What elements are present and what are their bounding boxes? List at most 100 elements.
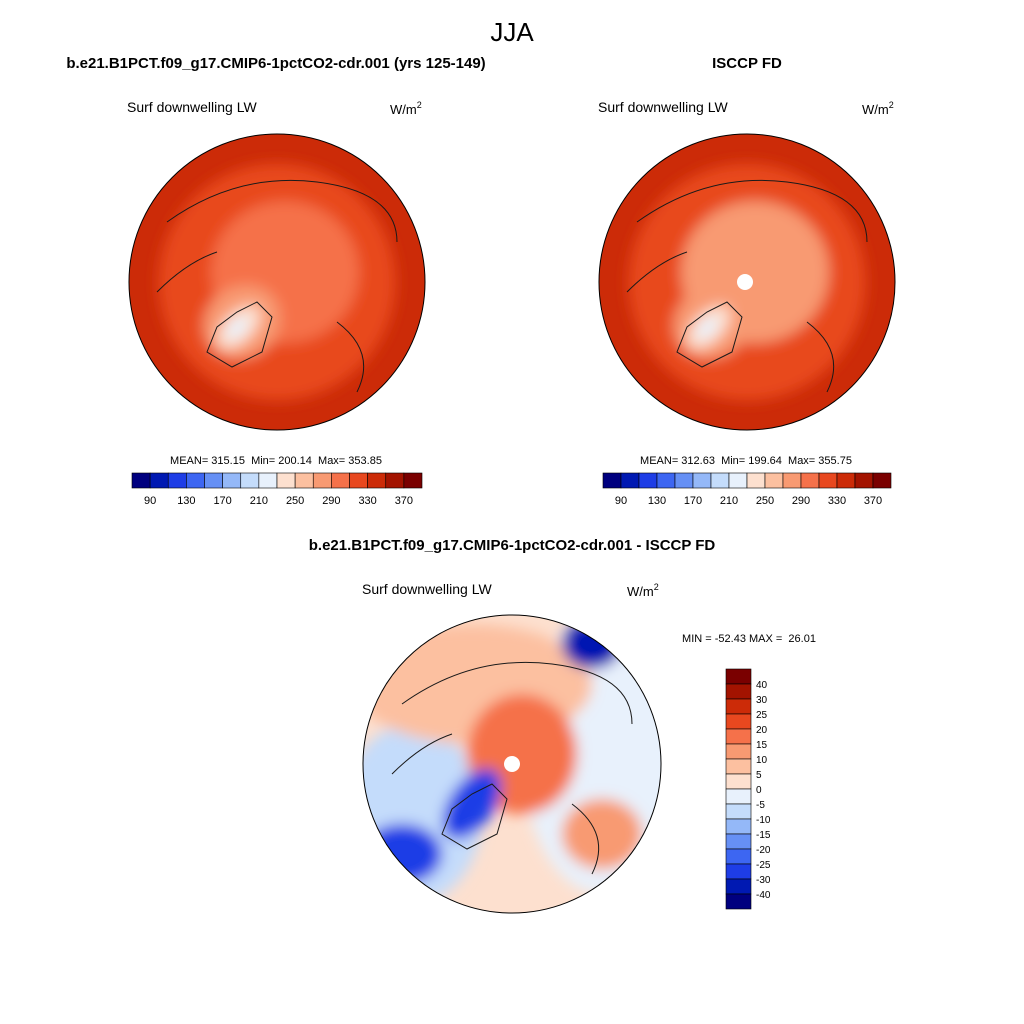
colorbar-swatch [638, 472, 658, 489]
colorbar-tick-label: -40 [756, 890, 771, 901]
region-southwest-atlantic [363, 824, 442, 884]
model-map-border [128, 133, 426, 431]
model-variable-label: Surf downwelling LW [127, 99, 257, 115]
colorbar-swatch [312, 472, 332, 489]
model-polar-map [129, 134, 425, 430]
colorbar-swatch [725, 683, 752, 700]
colorbar-tick-label: 170 [213, 495, 231, 507]
colorbar-tick-label: 330 [358, 495, 376, 507]
region-greenland-summit [226, 317, 248, 339]
colorbar-tick-label: 210 [720, 495, 738, 507]
colorbar-tick-label: -10 [756, 815, 771, 826]
field-layers [158, 163, 396, 401]
colorbar-swatch [186, 472, 205, 489]
diff-variable-label: Surf downwelling LW [362, 581, 492, 597]
region-siberia-east [562, 799, 642, 869]
colorbar-swatch [331, 472, 350, 489]
pole-hole [504, 756, 520, 772]
coastline-scandinavia [336, 321, 365, 393]
colorbar-swatch [725, 833, 752, 850]
colorbar-tick-label: 90 [144, 495, 156, 507]
colorbar-swatch [725, 818, 752, 835]
colorbar-swatch [620, 472, 640, 489]
colorbar-swatch [764, 472, 784, 489]
diff-polar-map [363, 615, 661, 913]
colorbar-swatch [131, 472, 151, 489]
diff-coastlines [391, 661, 633, 875]
colorbar-tick-label: 290 [322, 495, 340, 507]
colorbar-swatch [872, 472, 892, 489]
colorbar-tick-label: 25 [756, 710, 768, 721]
colorbar-swatch [725, 668, 752, 685]
coastline-greenland [206, 301, 273, 368]
colorbar-tick-label: 130 [177, 495, 195, 507]
coastline-eurasia [166, 179, 398, 243]
colorbar-swatch [725, 863, 752, 880]
colorbar-swatch [818, 472, 838, 489]
colorbar-tick-label: 5 [756, 770, 762, 781]
colorbar-tick-label: 0 [756, 785, 762, 796]
colorbar-tick-label: -15 [756, 830, 771, 841]
colorbar-swatch [674, 472, 694, 489]
coastline-eurasia [401, 661, 633, 725]
colorbar-swatch [725, 878, 752, 895]
diff-stats: MIN = -52.43 MAX = 26.01 [682, 633, 816, 645]
colorbar-swatch [725, 848, 752, 865]
colorbar-tick-label: 15 [756, 740, 768, 751]
obs-stats: MEAN= 312.63 Min= 199.64 Max= 355.75 [640, 455, 852, 467]
coastline-scandinavia [571, 803, 600, 875]
colorbar-swatch [656, 472, 676, 489]
colorbar-tick-label: 90 [615, 495, 627, 507]
model-stats: MEAN= 315.15 Min= 200.14 Max= 353.85 [170, 455, 382, 467]
colorbar-swatch [602, 472, 622, 489]
diff-map-border [362, 614, 662, 914]
colorbar-swatch [836, 472, 856, 489]
coastline-north-america [626, 251, 688, 293]
colorbar-swatch [167, 472, 187, 489]
colorbar-swatch [725, 758, 752, 775]
model-colorbar: 90 130 170 210 250 290 330 370 [131, 472, 423, 507]
colorbar-tick-label: 370 [395, 495, 413, 507]
coastline-north-america [156, 251, 218, 293]
coastline-greenland [441, 783, 508, 850]
colorbar-tick-label: -25 [756, 860, 771, 871]
colorbar-tick-label: 40 [756, 680, 768, 691]
obs-colorbar: 90 130 170 210 250 290 330 370 [602, 472, 892, 507]
obs-units-label: W/m2 [862, 100, 894, 117]
colorbar-swatch [728, 472, 748, 489]
model-panel-title: b.e21.B1PCT.f09_g17.CMIP6-1pctCO2-cdr.00… [66, 55, 485, 72]
colorbar-tick-label: 30 [756, 695, 768, 706]
colorbar-swatch [725, 803, 752, 820]
colorbar-swatch [149, 472, 169, 489]
colorbar-tick-label: -30 [756, 875, 771, 886]
colorbar-tick-label: 210 [250, 495, 268, 507]
colorbar-swatch [800, 472, 820, 489]
colorbar-tick-label: 130 [648, 495, 666, 507]
diff-units-label: W/m2 [627, 582, 659, 599]
colorbar-tick-label: 250 [756, 495, 774, 507]
colorbar-swatch [385, 472, 405, 489]
region-greenland-summit [696, 317, 718, 339]
colorbar-tick-label: -20 [756, 845, 771, 856]
colorbar-swatch [240, 472, 260, 489]
colorbar-swatch [222, 472, 242, 489]
coastline-greenland [676, 301, 743, 368]
obs-map-border [598, 133, 896, 431]
colorbar-swatch [367, 472, 387, 489]
obs-polar-map [599, 134, 895, 430]
colorbar-swatch [725, 743, 752, 760]
colorbar-swatch [725, 893, 752, 910]
colorbar-swatch [854, 472, 874, 489]
colorbar-tick-label: 370 [864, 495, 882, 507]
coastline-eurasia [636, 179, 868, 243]
coastline-north-america [391, 733, 453, 775]
pole-hole [737, 274, 753, 290]
colorbar-swatch [349, 472, 368, 489]
obs-coastlines [626, 179, 868, 393]
obs-variable-label: Surf downwelling LW [598, 99, 728, 115]
region-northeast-pacific [562, 619, 622, 669]
model-units-label: W/m2 [390, 100, 422, 117]
colorbar-swatch [204, 472, 223, 489]
